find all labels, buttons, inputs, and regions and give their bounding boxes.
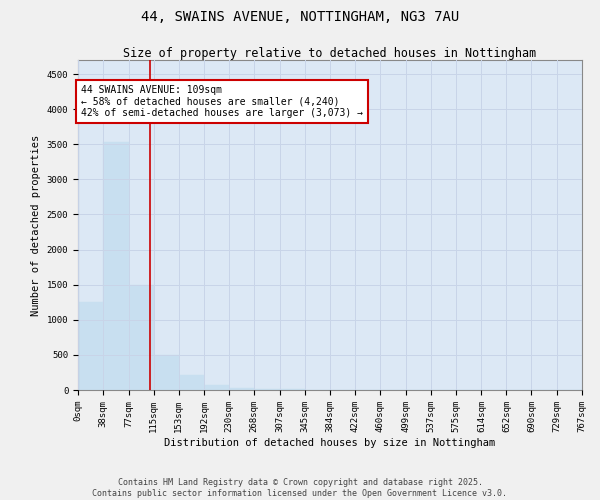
Bar	[78, 302, 103, 390]
Text: Contains HM Land Registry data © Crown copyright and database right 2025.
Contai: Contains HM Land Registry data © Crown c…	[92, 478, 508, 498]
Bar	[128, 284, 154, 390]
Bar	[204, 384, 229, 390]
Bar	[179, 374, 204, 390]
Bar	[229, 388, 254, 390]
X-axis label: Distribution of detached houses by size in Nottingham: Distribution of detached houses by size …	[164, 438, 496, 448]
Bar	[103, 142, 128, 390]
Bar	[254, 388, 280, 390]
Bar	[154, 355, 179, 390]
Text: 44, SWAINS AVENUE, NOTTINGHAM, NG3 7AU: 44, SWAINS AVENUE, NOTTINGHAM, NG3 7AU	[141, 10, 459, 24]
Title: Size of property relative to detached houses in Nottingham: Size of property relative to detached ho…	[124, 47, 536, 60]
Y-axis label: Number of detached properties: Number of detached properties	[31, 134, 41, 316]
Text: 44 SWAINS AVENUE: 109sqm
← 58% of detached houses are smaller (4,240)
42% of sem: 44 SWAINS AVENUE: 109sqm ← 58% of detach…	[81, 84, 363, 118]
